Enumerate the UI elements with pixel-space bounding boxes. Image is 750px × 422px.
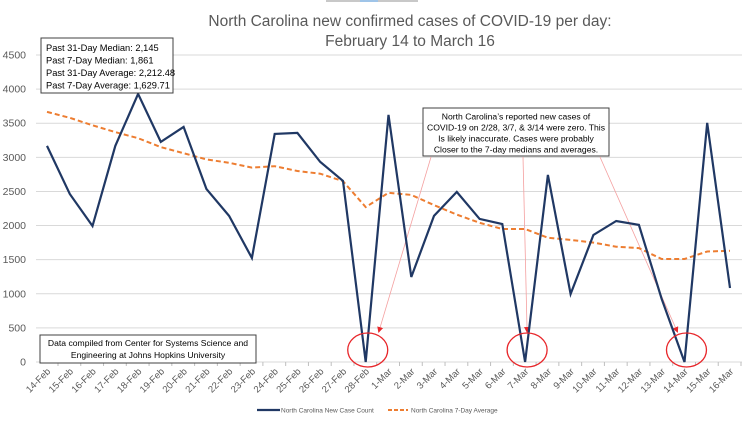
series-lines — [46, 91, 732, 363]
highlight-circle-7-Mar — [506, 332, 548, 368]
series-line-case-count — [46, 91, 732, 363]
chart-title: North Carolina new confirmed cases of CO… — [208, 13, 611, 30]
y-axis-ticks: 0 500 1000 1500 2000 2500 3000 3500 4000 4500 — [3, 50, 27, 369]
x-tick-label: 16-Mar — [707, 366, 736, 395]
x-tick-label: 26-Feb — [297, 366, 326, 395]
x-tick-label: 28-Feb — [343, 366, 372, 395]
x-tick-label: 27-Feb — [320, 366, 349, 395]
x-tick-label: 17-Feb — [92, 366, 121, 395]
highlight-circle-28-Feb — [347, 332, 389, 368]
note-line-4: Closer to the 7-day medians and averages… — [434, 145, 598, 155]
x-tick-label: 25-Feb — [274, 366, 303, 395]
stats-box: Past 31-Day Median: 2,145 Past 7-Day Med… — [40, 37, 175, 94]
source-line-2: Engineering at Johns Hopkins University — [71, 350, 226, 360]
note-line-3: Is likely inaccurate. Cases were probabl… — [438, 134, 594, 144]
x-tick-label: 14-Mar — [662, 366, 691, 395]
legend-label-case-count: North Carolina New Case Count — [281, 408, 374, 415]
stat-7day-average: Past 7-Day Average: 1,629.71 — [46, 81, 170, 91]
top-tab-indicator — [326, 0, 418, 2]
x-tick-label: 6-Mar — [483, 366, 508, 391]
x-tick-label: 13-Mar — [639, 366, 668, 395]
annotation-arrow-14-Mar — [599, 156, 679, 333]
source-line-1: Data compiled from Center for Systems Sc… — [48, 338, 248, 348]
note-box: North Carolina’s reported new cases of C… — [422, 107, 610, 157]
y-tick-label: 3000 — [3, 152, 27, 164]
stat-31day-median: Past 31-Day Median: 2,145 — [46, 43, 159, 53]
note-line-1: North Carolina’s reported new cases of — [442, 112, 591, 122]
y-tick-label: 4500 — [3, 50, 27, 62]
y-tick-label: 2000 — [3, 220, 27, 232]
x-tick-label: 14-Feb — [24, 366, 53, 395]
x-tick-label: 12-Mar — [616, 366, 645, 395]
annotation-arrows — [377, 156, 679, 333]
x-axis-ticks: 14-Feb15-Feb16-Feb17-Feb18-Feb19-Feb20-F… — [24, 362, 742, 395]
top-tab-highlight — [360, 0, 378, 2]
y-tick-label: 2500 — [3, 186, 27, 198]
highlight-circles — [347, 332, 708, 368]
annotation-arrow-7-Mar — [522, 156, 530, 333]
x-tick-label: 10-Mar — [570, 366, 599, 395]
x-tick-label: 15-Feb — [47, 366, 76, 395]
x-tick-label: 23-Feb — [229, 366, 258, 395]
series-line-7day-average — [46, 110, 731, 260]
x-tick-label: 16-Feb — [70, 366, 99, 395]
y-tick-label: 1000 — [3, 288, 27, 300]
highlight-circle-14-Mar — [665, 332, 708, 368]
x-tick-label: 1-Mar — [369, 366, 394, 391]
x-tick-label: 2-Mar — [392, 366, 417, 391]
legend-label-7day-average: North Carolina 7-Day Average — [411, 408, 498, 415]
y-tick-label: 500 — [8, 322, 26, 334]
stat-7day-median: Past 7-Day Median: 1,861 — [46, 56, 154, 66]
x-tick-label: 24-Feb — [252, 366, 281, 395]
x-tick-label: 21-Feb — [183, 366, 212, 395]
y-tick-label: 1500 — [3, 254, 27, 266]
x-tick-label: 4-Mar — [438, 366, 463, 391]
y-tick-label: 3500 — [3, 118, 27, 130]
x-tick-label: 7-Mar — [506, 366, 531, 391]
x-tick-label: 15-Mar — [684, 366, 713, 395]
y-tick-label: 4000 — [3, 84, 27, 96]
x-tick-label: 18-Feb — [115, 366, 144, 395]
note-line-2: COVID-19 on 2/28, 3/7, & 3/14 were zero.… — [427, 123, 605, 133]
x-tick-label: 22-Feb — [206, 366, 235, 395]
x-tick-label: 8-Mar — [529, 366, 554, 391]
annotation-arrow-28-Feb — [377, 156, 432, 333]
x-tick-label: 20-Feb — [161, 366, 190, 395]
chart-subtitle: February 14 to March 16 — [325, 33, 495, 50]
x-tick-label: 5-Mar — [460, 366, 485, 391]
x-tick-label: 19-Feb — [138, 366, 167, 395]
stat-31day-average: Past 31-Day Average: 2,212.48 — [46, 68, 175, 78]
y-tick-label: 0 — [20, 357, 26, 369]
legend: North Carolina New Case Count North Caro… — [257, 408, 498, 415]
source-box: Data compiled from Center for Systems Sc… — [39, 334, 257, 364]
x-tick-label: 3-Mar — [415, 366, 440, 391]
